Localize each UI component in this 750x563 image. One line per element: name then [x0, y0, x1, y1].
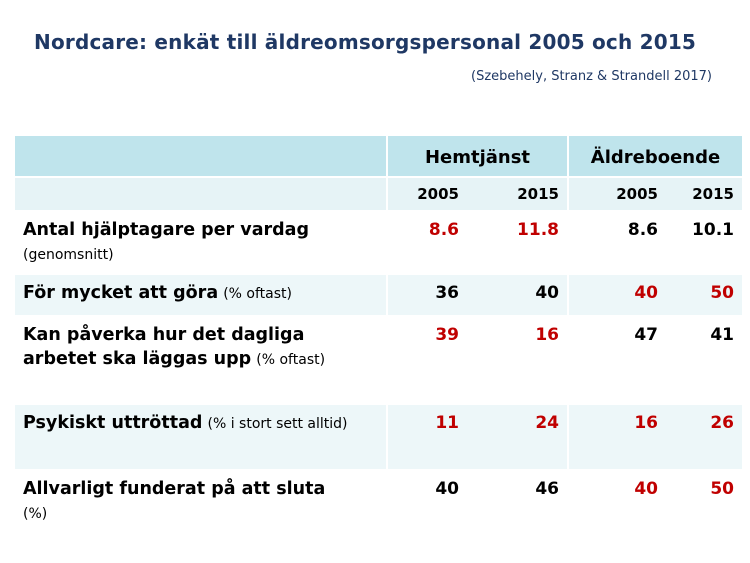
slide-title: Nordcare: enkät till äldreomsorgspersona… — [34, 30, 697, 54]
value-cell: 16 — [567, 404, 666, 471]
year-header: 2005 — [386, 177, 467, 212]
value-cell: 40 — [567, 470, 666, 534]
value-cell: 8.6 — [567, 211, 666, 275]
table-row: Kan påverka hur det dagliga arbetet ska … — [15, 316, 742, 405]
group-header-aldreboende: Äldreboende — [567, 136, 742, 178]
value-cell: 39 — [386, 316, 467, 405]
row-label: För mycket att göra (% oftast) — [15, 274, 387, 317]
row-label-main: Antal hjälptagare per vardag — [23, 220, 309, 240]
year-header-row: 2005 2015 2005 2015 — [15, 177, 742, 212]
row-label-main: Psykiskt uttröttad — [23, 413, 203, 433]
row-label-note: (% i stort sett alltid) — [207, 416, 348, 432]
value-cell: 11.8 — [467, 211, 568, 275]
year-header: 2015 — [467, 177, 568, 212]
row-label-main: Allvarligt funderat på att sluta — [23, 479, 326, 499]
value-cell: 40 — [467, 274, 568, 317]
value-cell: 16 — [467, 316, 568, 405]
row-label-main: För mycket att göra — [23, 283, 219, 303]
table-row: För mycket att göra (% oftast) 36 40 40 … — [15, 274, 742, 317]
row-label: Allvarligt funderat på att sluta (%) — [15, 470, 387, 534]
row-label-note: (genomsnitt) — [23, 247, 114, 263]
source-citation: (Szebehely, Stranz & Strandell 2017) — [471, 69, 712, 84]
value-cell: 50 — [666, 274, 742, 317]
group-header-hemtjanst: Hemtjänst — [386, 136, 568, 178]
table-row: Antal hjälptagare per vardag (genomsnitt… — [15, 211, 742, 275]
value-cell: 41 — [666, 316, 742, 405]
year-header-empty-cell — [15, 177, 387, 212]
value-cell: 40 — [386, 470, 467, 534]
survey-table: Hemtjänst Äldreboende 2005 2015 2005 201… — [15, 136, 742, 534]
value-cell: 47 — [567, 316, 666, 405]
row-label-note: (%) — [23, 506, 48, 522]
header-empty-cell — [15, 136, 387, 178]
value-cell: 40 — [567, 274, 666, 317]
row-label: Psykiskt uttröttad (% i stort sett allti… — [15, 404, 387, 471]
value-cell: 26 — [666, 404, 742, 471]
value-cell: 10.1 — [666, 211, 742, 275]
value-cell: 50 — [666, 470, 742, 534]
row-label: Antal hjälptagare per vardag (genomsnitt… — [15, 211, 387, 275]
table-row: Allvarligt funderat på att sluta (%) 40 … — [15, 470, 742, 534]
year-header: 2005 — [567, 177, 666, 212]
row-label: Kan påverka hur det dagliga arbetet ska … — [15, 316, 387, 405]
value-cell: 24 — [467, 404, 568, 471]
row-label-main: Kan påverka hur det dagliga arbetet ska … — [23, 325, 305, 369]
value-cell: 8.6 — [386, 211, 467, 275]
year-header: 2015 — [666, 177, 742, 212]
value-cell: 46 — [467, 470, 568, 534]
table-row: Psykiskt uttröttad (% i stort sett allti… — [15, 404, 742, 471]
value-cell: 36 — [386, 274, 467, 317]
value-cell: 11 — [386, 404, 467, 471]
row-label-note: (% oftast) — [223, 286, 292, 302]
row-label-note: (% oftast) — [256, 352, 326, 368]
group-header-row: Hemtjänst Äldreboende — [15, 136, 742, 178]
